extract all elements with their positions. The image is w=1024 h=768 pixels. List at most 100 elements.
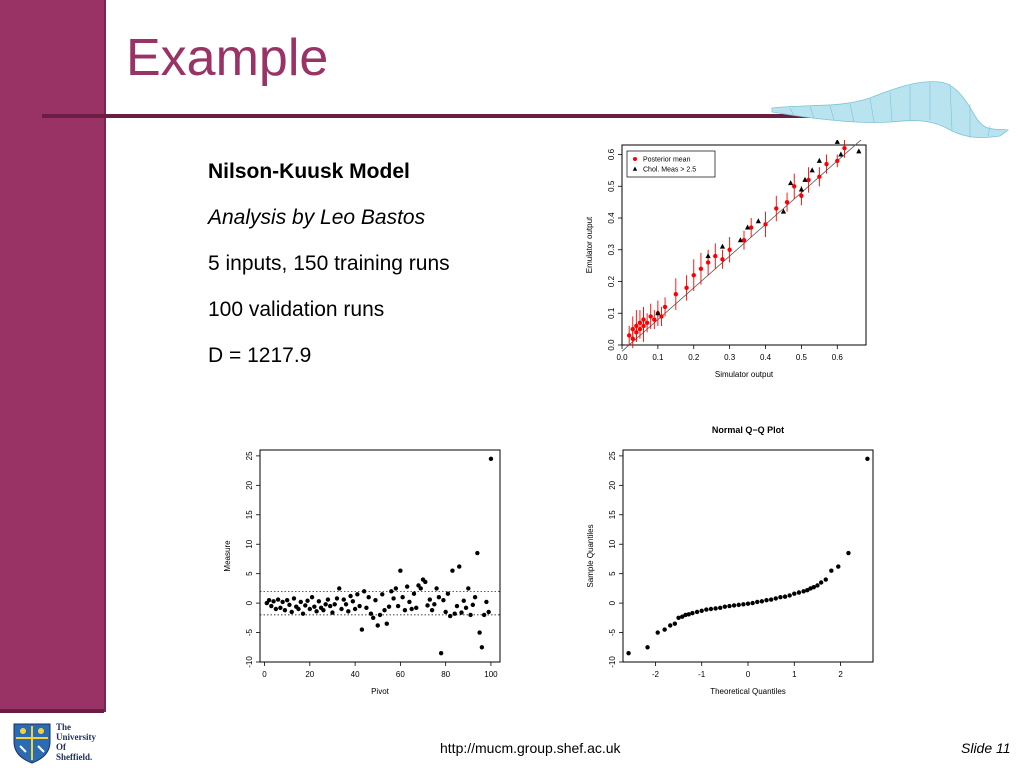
data-point [668,623,673,628]
data-point [718,605,723,611]
data-point [720,257,725,262]
data-point [341,597,346,602]
y-tick-label: 0.5 [607,180,616,192]
data-point [634,330,639,335]
data-point [266,597,272,603]
data-point [764,597,769,603]
data-point [676,615,681,621]
data-point [484,599,489,605]
x-tick-label: 0.0 [616,353,628,362]
data-point [744,224,751,230]
data-point [325,597,331,602]
x-tick-label: 80 [441,670,450,679]
data-point [630,336,635,341]
data-point [278,605,283,611]
x-tick-label: 0 [262,670,267,679]
data-point [409,606,414,612]
x-tick-label: 40 [351,670,360,679]
x-tick-label: 2 [838,670,843,679]
data-point [816,157,822,163]
data-point [275,597,281,602]
x-tick-label: 20 [305,670,314,679]
data-point [350,599,356,604]
data-point [637,326,643,332]
data-point [737,237,744,243]
data-point [418,586,423,591]
data-point [452,611,457,616]
bullet-model: Nilson-Kuusk Model [208,160,410,183]
data-point [722,604,728,609]
bullet-author: Analysis by Leo Bastos [208,206,426,229]
data-point [645,645,650,650]
wave-surface-graphic [771,81,1010,139]
y-tick-label: 20 [245,480,254,489]
data-point [436,595,442,600]
data-point [429,607,435,613]
data-point [357,603,362,609]
y-tick-label: -5 [608,628,617,636]
data-point [818,580,824,585]
data-point [330,610,335,615]
data-point [691,272,696,278]
slide-title: Example [126,29,329,87]
measure-pivot-plot: 0 20 40 60 80 100 -10 -5 0 5 10 15 20 25 Pivot Measure [223,449,501,696]
plot-frame [622,449,874,663]
data-point [371,615,376,621]
data-point [298,599,303,605]
data-point [736,602,741,608]
bullet-distance: D = 1217.9 [208,344,312,367]
data-point [799,193,804,198]
x-tick-label: 1 [792,670,797,679]
data-point [432,602,437,607]
x-tick-label: -2 [652,670,660,679]
data-point [323,602,328,607]
data-point [838,151,844,157]
data-point [445,591,451,596]
data-point [312,604,317,609]
plot-frame [621,144,867,346]
data-point [745,601,751,606]
x-tick-label: 0.4 [760,353,772,362]
sidebar-edge [104,0,106,712]
wordmark-line: University [56,732,96,742]
wordmark-line: The [56,722,72,732]
data-point [780,208,787,214]
y-tick-label: -10 [608,656,617,668]
data-point [705,253,711,259]
data-point [352,606,358,612]
data-point [741,602,746,607]
data-point [427,597,433,602]
footer-url-link[interactable]: http://mucm.group.shef.ac.uk [440,740,621,756]
data-point [398,568,403,573]
data-point [395,603,401,609]
data-point [809,167,815,173]
title-rule [42,114,972,118]
data-point [626,650,631,656]
data-point [719,243,726,249]
y-axis-label: Emulator output [585,216,594,273]
legend-marker [633,157,637,161]
data-point [486,609,491,615]
data-point [472,595,478,600]
x-tick-label: 60 [396,670,405,679]
data-point [382,607,387,613]
data-point [748,225,754,230]
data-point [713,606,718,611]
data-point [641,317,646,322]
data-point [438,650,444,656]
data-point [389,589,394,594]
data-point [303,603,308,608]
data-point [705,260,711,265]
data-point [836,564,841,569]
x-tick-label: 0.3 [724,353,736,362]
data-point [271,599,276,604]
data-point [659,314,664,319]
data-point [811,585,816,590]
data-point [778,595,783,600]
data-point [673,292,679,297]
data-point [773,596,778,601]
data-point [690,610,695,616]
x-tick-label: 0.1 [652,353,664,362]
y-tick-label: -5 [245,628,254,636]
